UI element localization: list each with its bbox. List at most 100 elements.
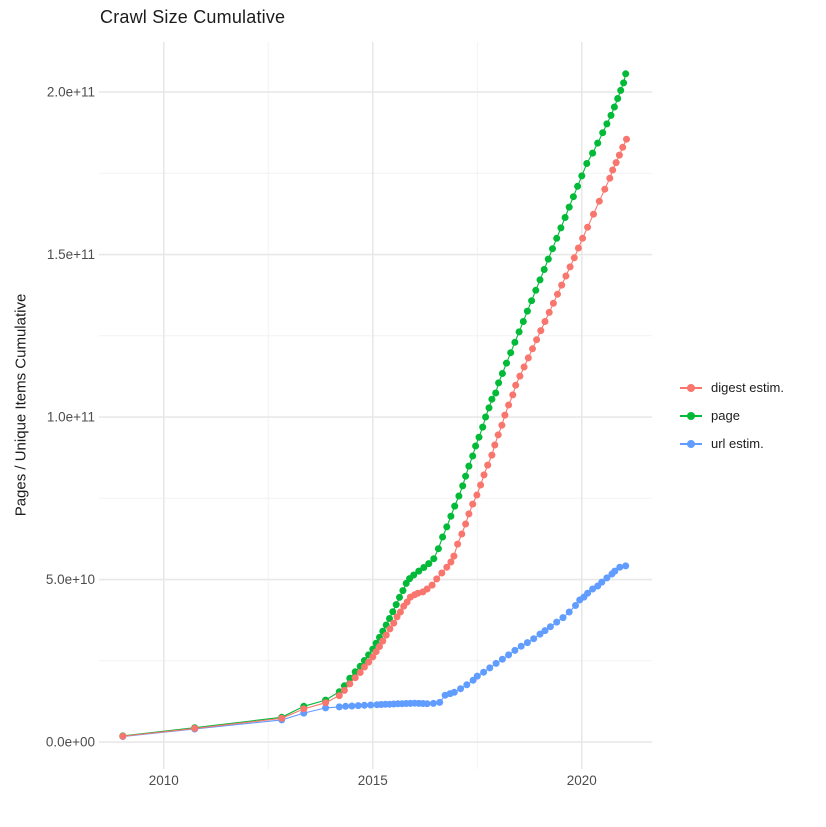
data-point-page — [498, 370, 506, 377]
data-point-page — [472, 442, 480, 450]
legend-label: url estim. — [711, 436, 764, 451]
data-point-digest-estim — [579, 234, 587, 242]
data-point-digest-estim — [393, 613, 401, 621]
data-point-page — [410, 571, 418, 579]
data-point-digest-estim — [335, 692, 343, 700]
data-point-url-estim — [354, 702, 362, 710]
data-point-digest-estim — [376, 643, 383, 650]
y-tick-label: 2.0e+11 — [47, 85, 95, 100]
data-point-digest-estim — [119, 732, 127, 740]
data-point-digest-estim — [584, 223, 592, 231]
gridlines-minor — [99, 42, 652, 769]
data-point-page — [396, 593, 403, 601]
legend-key-icon — [680, 383, 702, 392]
data-point-digest-estim — [447, 558, 455, 566]
data-point-page — [389, 608, 397, 616]
y-axis-title: Pages / Unique Items Cumulative — [12, 293, 30, 517]
data-point-digest-estim — [454, 540, 462, 548]
data-point-digest-estim — [386, 625, 394, 633]
data-point-digest-estim — [438, 569, 446, 577]
data-point-digest-estim — [465, 510, 473, 518]
data-point-digest-estim — [443, 563, 451, 571]
data-point-page — [617, 86, 625, 94]
x-axis-tick-labels: 2010 2015 2020 — [149, 773, 597, 788]
data-point-digest-estim — [473, 491, 481, 499]
data-point-page — [495, 379, 503, 387]
data-point-url-estim — [572, 602, 579, 609]
gridlines-major — [99, 42, 652, 769]
data-point-page — [620, 79, 628, 87]
legend-item-digest-estim: digest estim. — [680, 380, 784, 395]
data-point-digest-estim — [623, 135, 630, 143]
data-point-digest-estim — [570, 254, 578, 262]
legend-key-icon — [680, 411, 702, 420]
data-point-digest-estim — [477, 481, 485, 489]
data-point-page — [589, 149, 597, 157]
data-point-page — [599, 129, 607, 137]
data-point-page — [469, 452, 477, 460]
data-point-digest-estim — [529, 345, 536, 353]
data-point-url-estim — [436, 698, 444, 706]
data-point-digest-estim — [612, 159, 620, 167]
data-point-digest-estim — [191, 724, 199, 732]
data-point-digest-estim — [484, 461, 492, 469]
data-point-digest-estim — [278, 714, 286, 722]
data-point-url-estim — [559, 614, 567, 622]
data-point-digest-estim — [501, 411, 509, 419]
legend-item-page: page — [680, 408, 784, 423]
data-point-page — [439, 533, 447, 541]
data-point-url-estim — [511, 646, 519, 654]
data-point-url-estim — [505, 651, 513, 659]
data-point-page — [443, 523, 451, 531]
data-point-page — [415, 567, 423, 575]
series-page — [119, 70, 630, 740]
data-point-digest-estim — [462, 520, 470, 528]
data-point-page — [532, 286, 540, 294]
data-point-digest-estim — [537, 327, 545, 335]
data-point-digest-estim — [520, 363, 528, 371]
data-point-digest-estim — [433, 575, 441, 583]
data-point-url-estim — [541, 627, 549, 635]
data-point-page — [561, 214, 569, 221]
data-point-url-estim — [565, 608, 573, 616]
data-point-page — [536, 276, 544, 284]
data-point-url-estim — [611, 567, 619, 575]
data-point-url-estim — [536, 630, 544, 638]
data-point-digest-estim — [541, 318, 549, 325]
data-point-page — [455, 492, 463, 500]
data-point-page — [507, 349, 515, 357]
data-point-digest-estim — [356, 669, 364, 676]
data-point-digest-estim — [619, 143, 627, 151]
data-point-digest-estim — [545, 308, 553, 316]
data-point-digest-estim — [509, 391, 517, 399]
data-point-digest-estim — [516, 372, 524, 380]
x-tick-label: 2020 — [567, 773, 597, 788]
data-point-page — [346, 674, 354, 682]
y-tick-label: 0.0e+00 — [46, 735, 95, 750]
data-point-digest-estim — [494, 431, 502, 439]
data-point-digest-estim — [403, 598, 411, 606]
data-point-url-estim — [360, 701, 368, 709]
y-tick-label: 5.0e+10 — [46, 572, 95, 587]
data-point-url-estim — [450, 688, 458, 696]
data-point-page — [399, 587, 407, 595]
series-digest-estim — [119, 135, 630, 740]
data-point-digest-estim — [340, 686, 348, 694]
data-point-digest-estim — [300, 705, 308, 713]
data-point-page — [565, 203, 573, 211]
data-point-digest-estim — [360, 663, 368, 671]
data-point-digest-estim — [549, 299, 557, 307]
data-point-digest-estim — [566, 263, 574, 271]
data-point-page — [519, 318, 527, 325]
data-point-digest-estim — [590, 210, 597, 218]
data-point-digest-estim — [382, 631, 390, 639]
data-point-page — [462, 472, 470, 480]
data-point-digest-estim — [554, 290, 561, 298]
data-point-digest-estim — [372, 648, 380, 656]
y-tick-label: 1.0e+11 — [47, 410, 95, 425]
x-tick-label: 2010 — [149, 773, 179, 788]
data-point-page — [451, 502, 459, 510]
data-point-digest-estim — [505, 401, 513, 409]
data-point-url-estim — [530, 635, 538, 643]
data-point-url-estim — [553, 618, 561, 626]
